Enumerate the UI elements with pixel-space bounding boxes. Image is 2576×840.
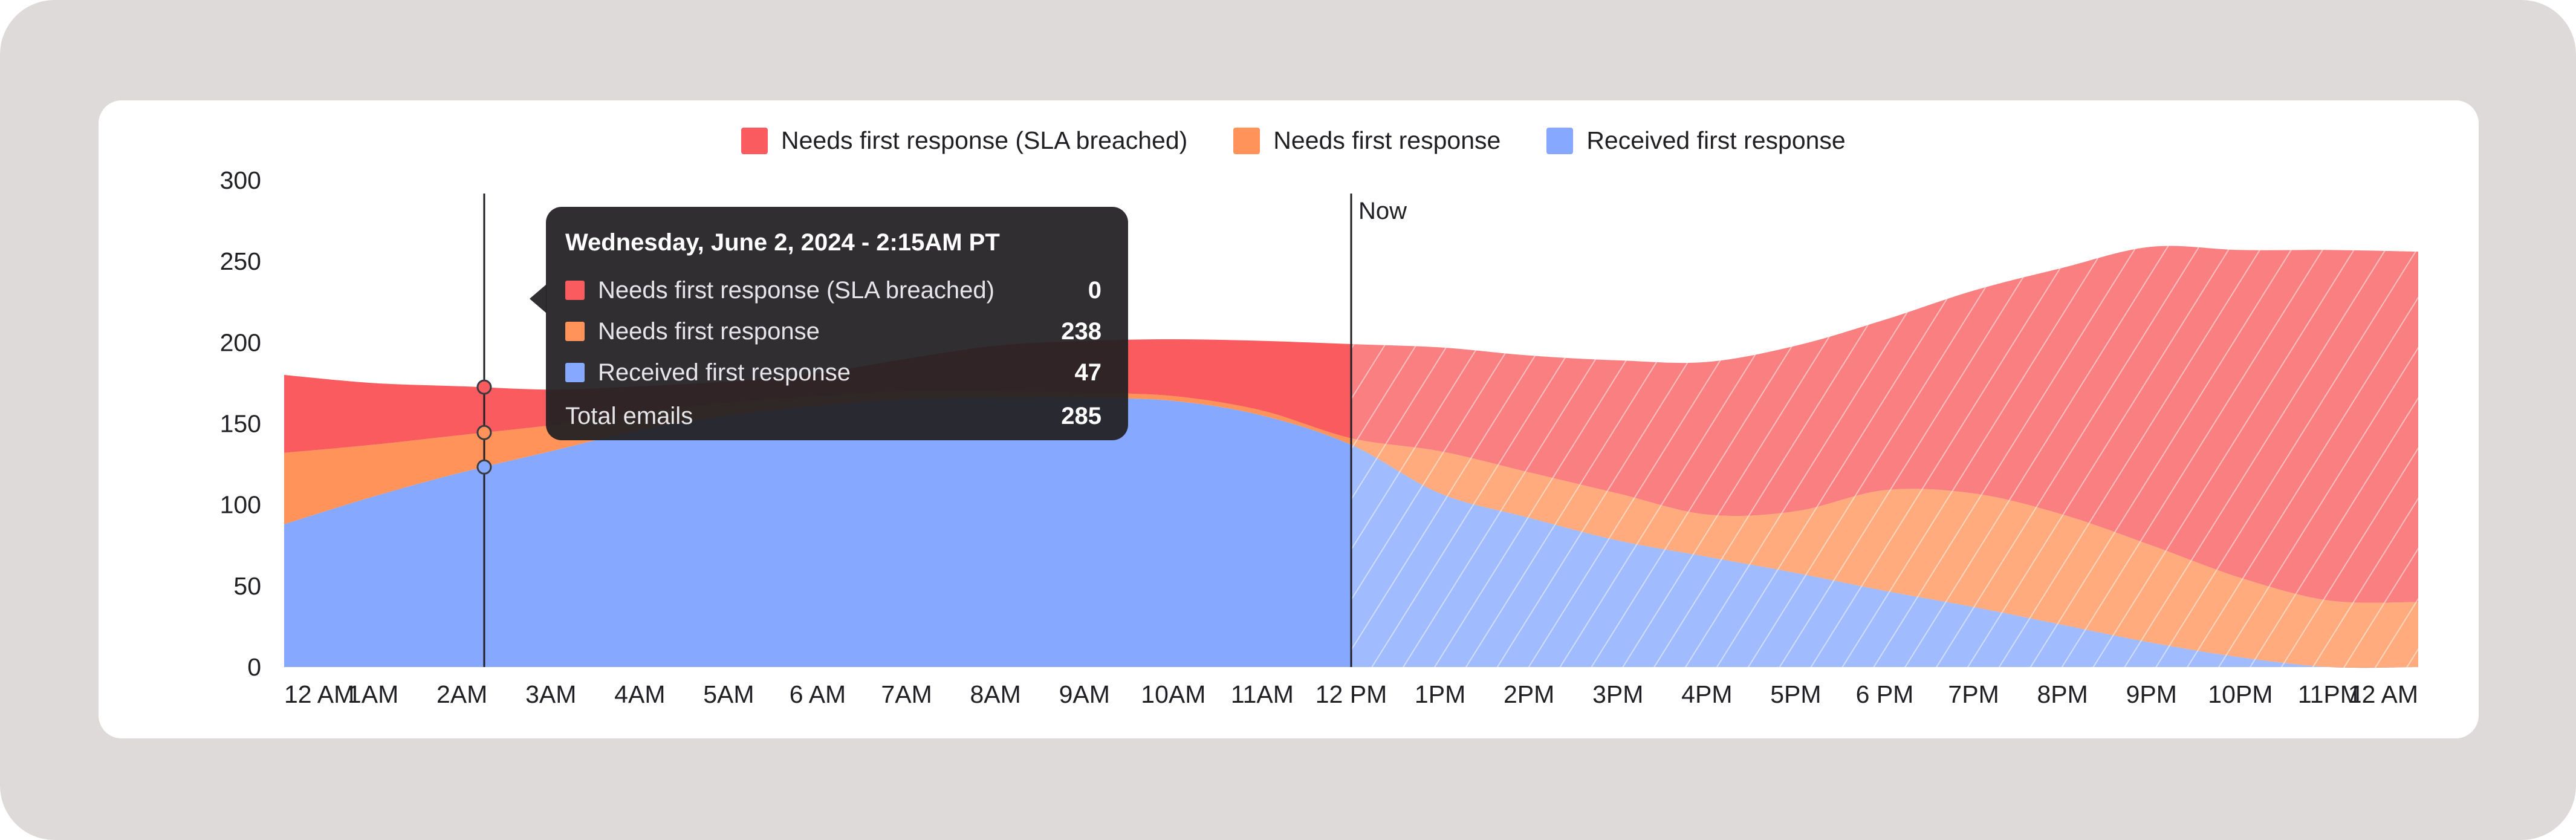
y-tick-label: 0	[247, 653, 261, 681]
x-tick-label: 2AM	[436, 680, 487, 708]
y-tick-label: 50	[233, 572, 261, 600]
tooltip-swatch	[565, 322, 585, 341]
tooltip-swatch	[565, 363, 585, 382]
tooltip-pointer	[530, 284, 547, 313]
legend-item-received-first-response[interactable]: Received first response	[1546, 126, 1846, 155]
x-tick-label: 1PM	[1415, 680, 1465, 708]
area-needs-first-response-forecast	[1351, 438, 2418, 668]
area-received-first-response-forecast	[1351, 444, 2418, 668]
legend-label: Needs first response	[1273, 126, 1501, 154]
area-sla-breached-forecast	[1351, 246, 2418, 603]
hover-point-received-first-response	[476, 459, 492, 475]
legend-label: Received first response	[1586, 126, 1846, 154]
chart-legend: Needs first response (SLA breached) Need…	[741, 124, 1846, 157]
tooltip-row-label: Received first response	[598, 359, 851, 386]
x-tick-label: 7PM	[1948, 680, 1999, 708]
x-tick-label: 8AM	[970, 680, 1021, 708]
tooltip-row-needs-first-response: Needs first response 238	[565, 311, 1101, 352]
legend-swatch-needs-first-response	[1233, 127, 1260, 154]
legend-item-sla-breached[interactable]: Needs first response (SLA breached)	[741, 126, 1187, 155]
x-tick-label: 4AM	[614, 680, 665, 708]
hover-point-needs-first-response	[476, 425, 492, 440]
tooltip-row-value: 0	[1088, 276, 1101, 304]
tooltip-row-sla-breached: Needs first response (SLA breached) 0	[565, 270, 1101, 311]
area-received-first-response-actual	[284, 397, 1351, 668]
x-tick-label: 12 AM	[284, 680, 354, 708]
x-tick-label: 1AM	[348, 680, 398, 708]
tooltip-swatch	[565, 281, 585, 300]
tooltip-row-value: 47	[1074, 359, 1102, 386]
x-tick-label: 8PM	[2037, 680, 2088, 708]
y-tick-label: 250	[220, 247, 261, 275]
legend-label: Needs first response (SLA breached)	[781, 126, 1188, 154]
x-tick-label: 4PM	[1681, 680, 1732, 708]
hover-point-sla-breached	[476, 379, 492, 395]
y-tick-label: 100	[220, 491, 261, 519]
tooltip-total-label: Total emails	[565, 402, 693, 429]
tooltip-row-label: Needs first response	[598, 317, 820, 345]
y-tick-label: 200	[220, 328, 261, 356]
tooltip-row-total: Total emails 285	[565, 396, 1101, 437]
x-tick-label: 3AM	[525, 680, 576, 708]
x-tick-label: 6 AM	[790, 680, 846, 708]
y-tick-label: 150	[220, 410, 261, 438]
x-tick-label: 12 PM	[1316, 680, 1387, 708]
tooltip-total-value: 285	[1061, 402, 1101, 429]
tooltip-row-label: Needs first response (SLA breached)	[598, 276, 994, 304]
x-tick-label: 9PM	[2126, 680, 2177, 708]
tooltip-row-received-first-response: Received first response 47	[565, 352, 1101, 393]
now-label: Now	[1358, 198, 1407, 224]
legend-swatch-sla-breached	[741, 127, 768, 154]
x-tick-label: 12 AM	[2348, 680, 2418, 708]
x-tick-label: 2PM	[1504, 680, 1554, 708]
legend-swatch-received-first-response	[1546, 127, 1574, 154]
x-tick-label: 5AM	[703, 680, 754, 708]
x-tick-label: 6 PM	[1856, 680, 1914, 708]
tooltip-title: Wednesday, June 2, 2024 - 2:15AM PT	[565, 229, 1000, 256]
tooltip-row-value: 238	[1061, 317, 1101, 345]
legend-item-needs-first-response[interactable]: Needs first response	[1233, 126, 1501, 155]
area-needs-first-response-actual	[284, 391, 1351, 524]
x-tick-label: 10PM	[2208, 680, 2273, 708]
x-tick-label: 7AM	[881, 680, 932, 708]
x-tick-label: 10AM	[1141, 680, 1205, 708]
y-tick-label: 300	[220, 166, 261, 194]
tooltip: Wednesday, June 2, 2024 - 2:15AM PT Need…	[546, 207, 1128, 440]
x-tick-label: 11AM	[1231, 680, 1294, 708]
x-tick-label: 11PM	[2298, 680, 2361, 708]
x-tick-label: 3PM	[1592, 680, 1643, 708]
x-tick-label: 5PM	[1770, 680, 1821, 708]
x-tick-label: 9AM	[1059, 680, 1110, 708]
